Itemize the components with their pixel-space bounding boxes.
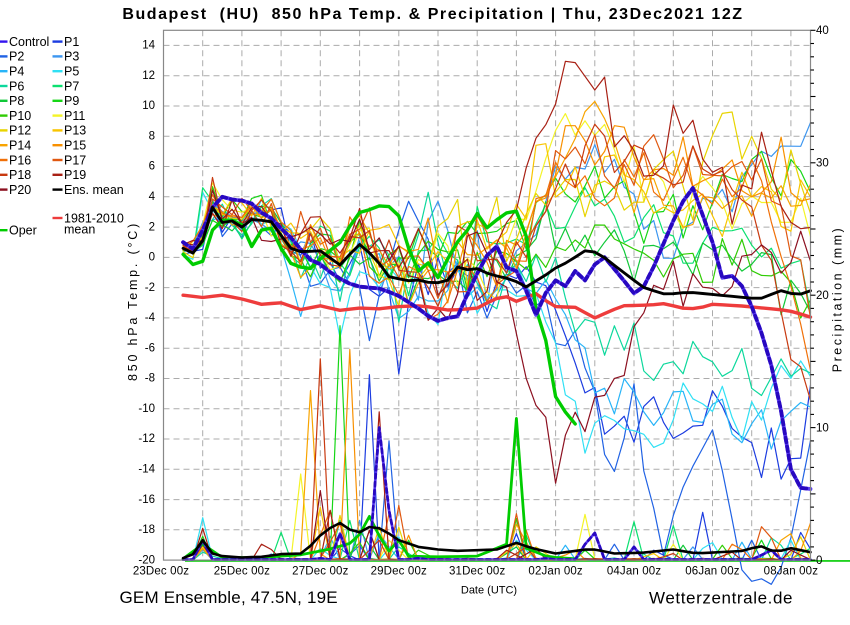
svg-text:P12: P12: [9, 124, 31, 138]
svg-text:27Dec 00z: 27Dec 00z: [292, 566, 348, 578]
svg-text:P1: P1: [64, 35, 79, 49]
svg-text:0: 0: [816, 555, 822, 567]
svg-text:02Jan 00z: 02Jan 00z: [528, 566, 583, 578]
svg-text:04Jan 00z: 04Jan 00z: [607, 566, 662, 578]
svg-text:P15: P15: [64, 139, 86, 153]
svg-text:6: 6: [149, 161, 155, 173]
svg-text:23Dec 00z: 23Dec 00z: [133, 566, 189, 578]
svg-text:P18: P18: [9, 168, 31, 182]
svg-text:14: 14: [142, 40, 155, 52]
svg-text:-8: -8: [145, 373, 155, 385]
svg-text:-20: -20: [138, 554, 155, 566]
svg-text:P5: P5: [64, 65, 79, 79]
svg-text:P7: P7: [64, 79, 79, 93]
svg-text:P4: P4: [9, 65, 24, 79]
svg-text:-6: -6: [145, 342, 155, 354]
svg-text:Ens. mean: Ens. mean: [64, 183, 124, 197]
svg-text:29Dec 00z: 29Dec 00z: [371, 566, 427, 578]
svg-text:P14: P14: [9, 139, 31, 153]
svg-text:-12: -12: [138, 433, 155, 445]
svg-text:06Jan 00z: 06Jan 00z: [685, 566, 740, 578]
svg-text:12: 12: [142, 70, 155, 82]
svg-text:-10: -10: [138, 403, 155, 415]
svg-text:08Jan 00z: 08Jan 00z: [764, 566, 819, 578]
svg-text:P11: P11: [64, 109, 85, 123]
svg-text:Oper: Oper: [9, 224, 37, 238]
svg-text:P3: P3: [64, 50, 79, 64]
svg-text:-14: -14: [138, 463, 155, 475]
svg-text:P10: P10: [9, 109, 31, 123]
svg-text:Control: Control: [9, 35, 49, 49]
svg-text:40: 40: [816, 25, 829, 37]
svg-text:P19: P19: [64, 168, 86, 182]
svg-text:P17: P17: [64, 153, 86, 167]
svg-text:20: 20: [816, 290, 829, 302]
svg-text:P13: P13: [64, 124, 86, 138]
svg-text:P16: P16: [9, 153, 31, 167]
svg-text:850 hPa Temp. (°C): 850 hPa Temp. (°C): [126, 221, 140, 381]
svg-text:Wetterzentrale.de: Wetterzentrale.de: [649, 589, 793, 608]
svg-text:Date (UTC): Date (UTC): [461, 585, 517, 597]
svg-text:10: 10: [142, 100, 155, 112]
svg-text:1981-2010: 1981-2010: [64, 211, 124, 225]
svg-text:31Dec 00z: 31Dec 00z: [449, 566, 505, 578]
svg-text:30: 30: [816, 158, 829, 170]
svg-text:-18: -18: [138, 524, 155, 536]
svg-text:4: 4: [149, 191, 156, 203]
svg-text:P8: P8: [9, 94, 24, 108]
svg-text:0: 0: [149, 252, 155, 264]
svg-text:mean: mean: [64, 223, 95, 237]
svg-text:-4: -4: [145, 312, 156, 324]
svg-text:2: 2: [149, 221, 155, 233]
svg-text:10: 10: [816, 422, 829, 434]
svg-text:25Dec 00z: 25Dec 00z: [214, 566, 270, 578]
svg-text:Budapest (HU) 850 hPa Temp.: Budapest (HU) 850 hPa Temp. & Precipitat…: [122, 6, 743, 23]
svg-text:P6: P6: [9, 79, 24, 93]
svg-text:P20: P20: [9, 183, 31, 197]
svg-text:8: 8: [149, 130, 155, 142]
svg-text:P2: P2: [9, 50, 24, 64]
svg-text:P9: P9: [64, 94, 79, 108]
svg-text:-2: -2: [145, 282, 155, 294]
svg-text:Precipitation (mm): Precipitation (mm): [831, 226, 845, 372]
svg-text:-16: -16: [138, 494, 155, 506]
svg-text:GEM Ensemble, 47.5N, 19E: GEM Ensemble, 47.5N, 19E: [120, 588, 338, 607]
